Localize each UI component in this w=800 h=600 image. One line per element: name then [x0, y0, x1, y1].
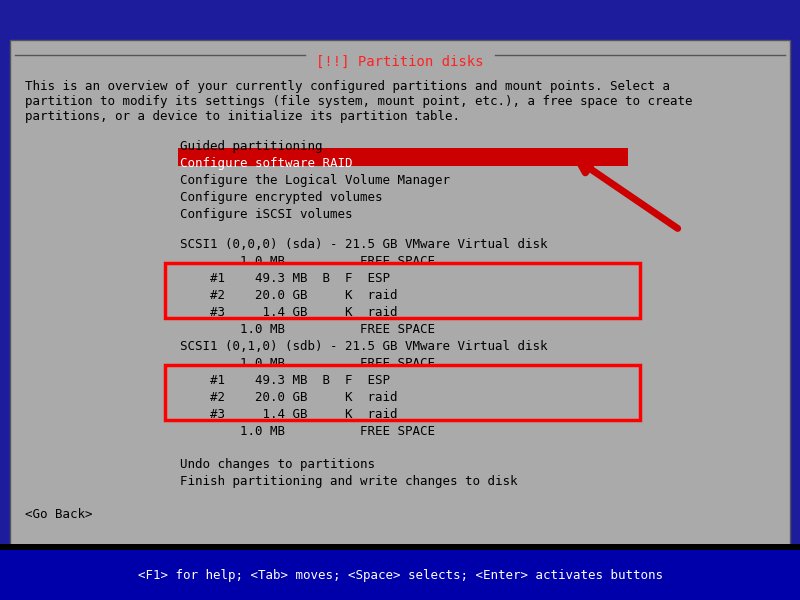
Text: SCSI1 (0,0,0) (sda) - 21.5 GB VMware Virtual disk: SCSI1 (0,0,0) (sda) - 21.5 GB VMware Vir…	[180, 238, 547, 251]
Text: 1.0 MB          FREE SPACE: 1.0 MB FREE SPACE	[180, 323, 435, 336]
Text: Configure iSCSI volumes: Configure iSCSI volumes	[180, 208, 353, 221]
Text: Finish partitioning and write changes to disk: Finish partitioning and write changes to…	[180, 475, 518, 488]
Text: [!!] Partition disks: [!!] Partition disks	[316, 55, 484, 69]
Text: #1    49.3 MB  B  F  ESP: #1 49.3 MB B F ESP	[180, 272, 390, 285]
Text: SCSI1 (0,1,0) (sdb) - 21.5 GB VMware Virtual disk: SCSI1 (0,1,0) (sdb) - 21.5 GB VMware Vir…	[180, 340, 547, 353]
Text: partition to modify its settings (file system, mount point, etc.), a free space : partition to modify its settings (file s…	[25, 95, 693, 108]
Text: Undo changes to partitions: Undo changes to partitions	[180, 458, 375, 471]
Text: Configure the Logical Volume Manager: Configure the Logical Volume Manager	[180, 174, 450, 187]
Text: Guided partitioning: Guided partitioning	[180, 140, 322, 153]
Text: This is an overview of your currently configured partitions and mount points. Se: This is an overview of your currently co…	[25, 80, 670, 93]
Text: <F1> for help; <Tab> moves; <Space> selects; <Enter> activates buttons: <F1> for help; <Tab> moves; <Space> sele…	[138, 569, 662, 581]
Bar	[10, 40, 790, 545]
Text: Configure encrypted volumes: Configure encrypted volumes	[180, 191, 382, 204]
Text: #3     1.4 GB     K  raid: #3 1.4 GB K raid	[180, 306, 398, 319]
Text: <Go Back>: <Go Back>	[25, 508, 93, 521]
Bar	[178, 148, 628, 166]
Bar	[165, 263, 640, 318]
Bar	[0, 550, 800, 600]
Text: Configure software RAID: Configure software RAID	[180, 157, 353, 170]
Text: 1.0 MB          FREE SPACE: 1.0 MB FREE SPACE	[180, 357, 435, 370]
Text: #1    49.3 MB  B  F  ESP: #1 49.3 MB B F ESP	[180, 374, 390, 387]
Bar	[165, 365, 640, 420]
Text: 1.0 MB          FREE SPACE: 1.0 MB FREE SPACE	[180, 425, 435, 438]
Text: #2    20.0 GB     K  raid: #2 20.0 GB K raid	[180, 289, 398, 302]
Text: #2    20.0 GB     K  raid: #2 20.0 GB K raid	[180, 391, 398, 404]
Text: partitions, or a device to initialize its partition table.: partitions, or a device to initialize it…	[25, 110, 460, 123]
Text: #3     1.4 GB     K  raid: #3 1.4 GB K raid	[180, 408, 398, 421]
Text: 1.0 MB          FREE SPACE: 1.0 MB FREE SPACE	[180, 255, 435, 268]
Bar	[0, 544, 800, 550]
